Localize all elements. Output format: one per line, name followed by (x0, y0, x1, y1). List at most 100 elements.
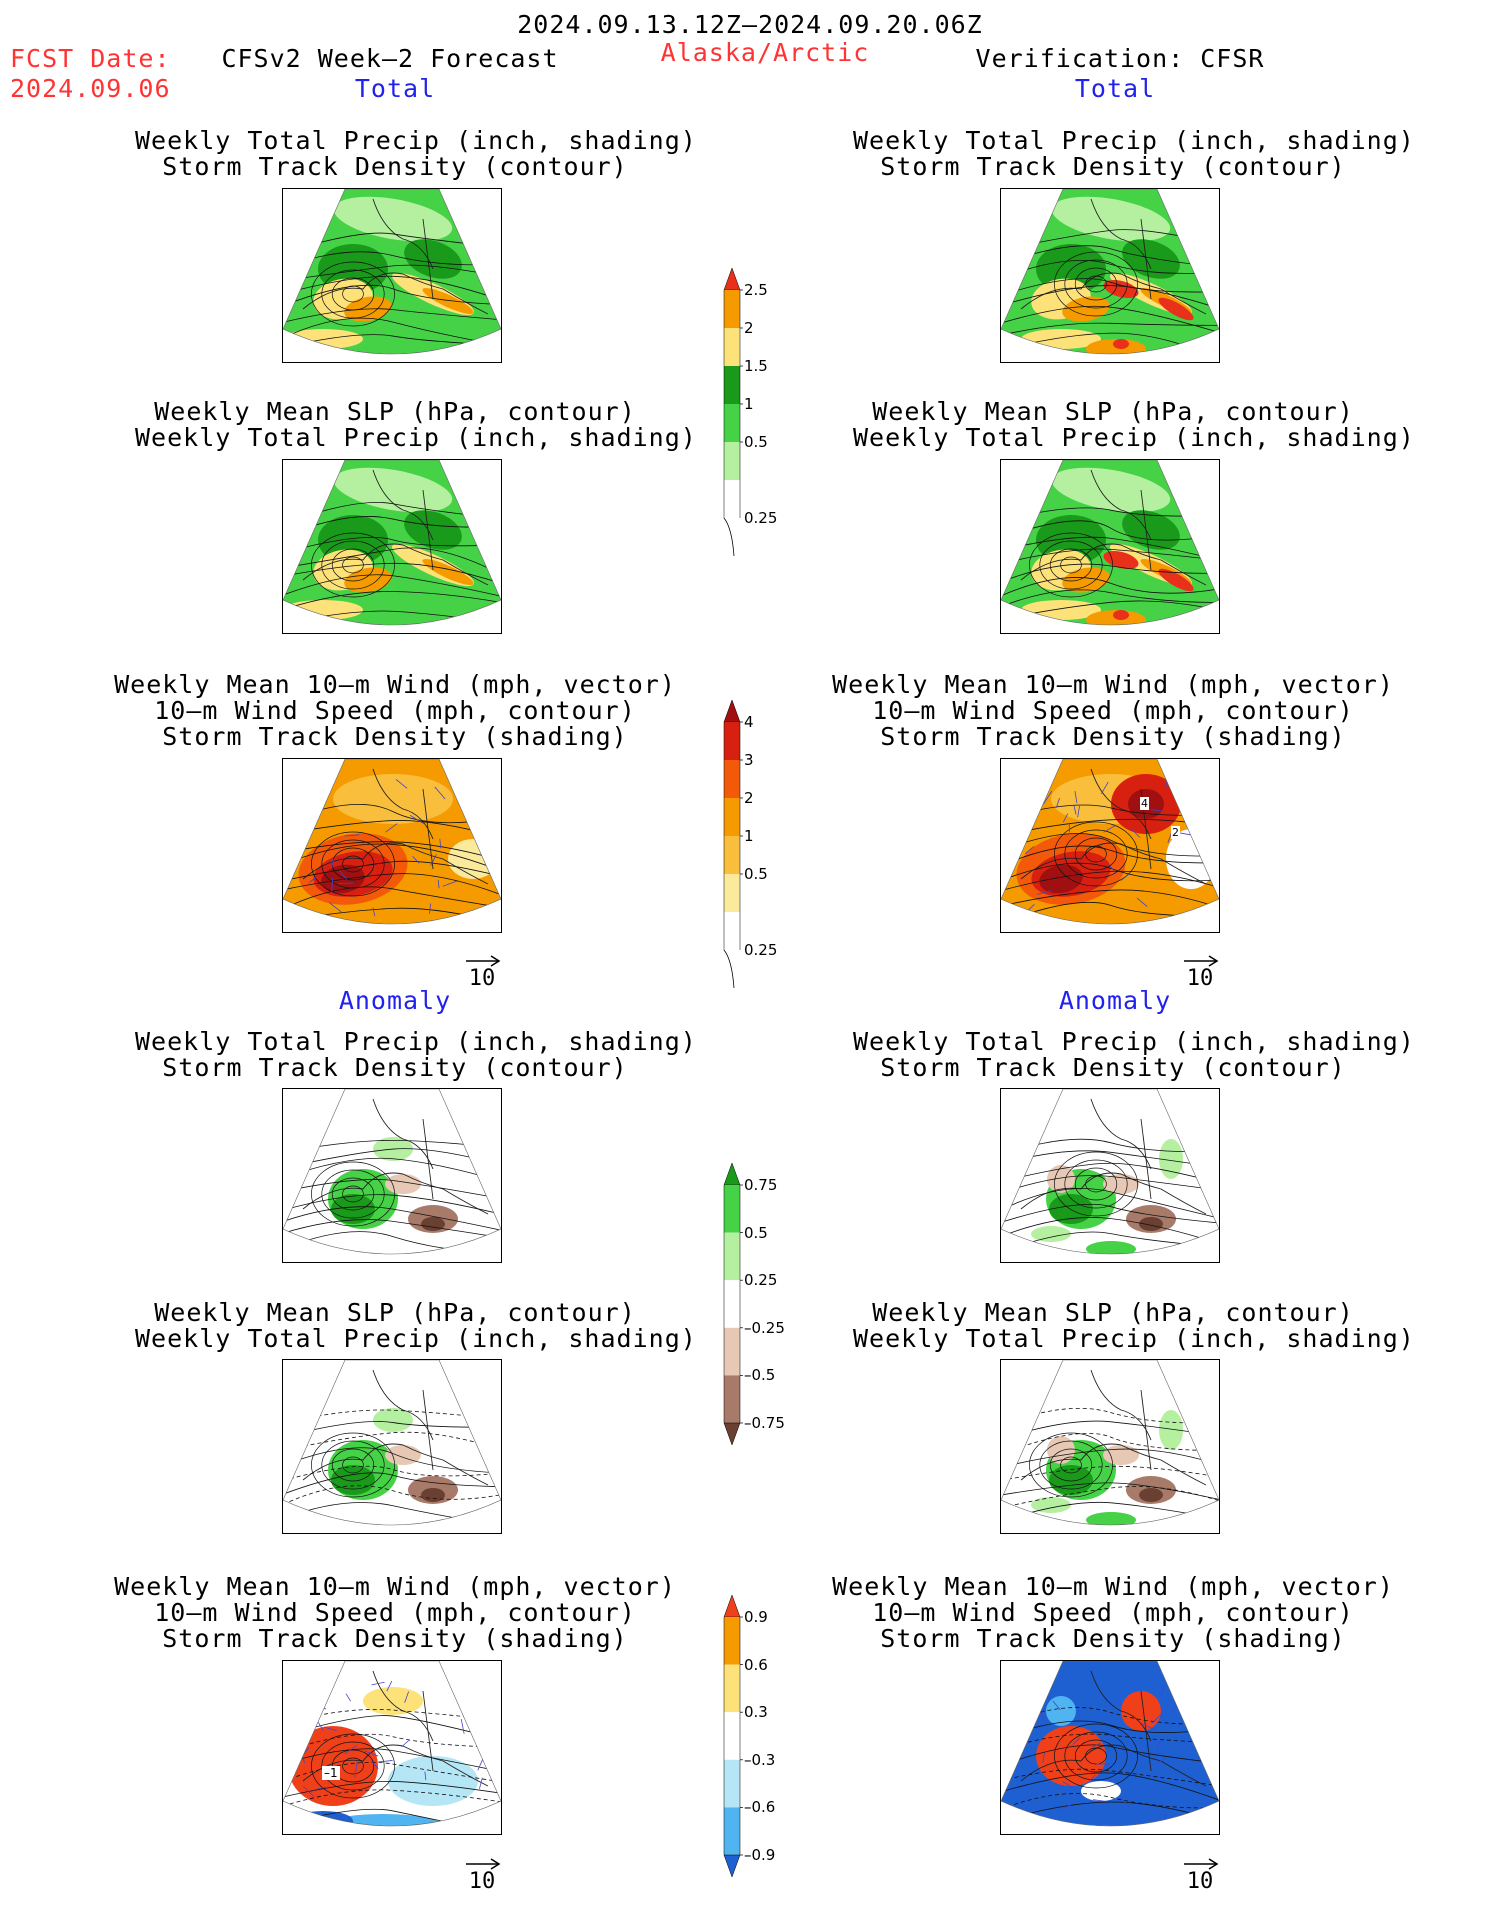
contour-ring (1064, 829, 1128, 879)
wind-vector (308, 876, 317, 883)
contour-ring (342, 855, 364, 873)
colorbar-tick-label: 1 (744, 827, 754, 845)
wind-vector (1052, 1700, 1061, 1711)
wind-vector (1077, 805, 1080, 818)
border-line (1140, 1389, 1152, 1471)
map-sector (283, 1360, 501, 1525)
wind-vector (372, 907, 376, 917)
contour-line (283, 536, 501, 554)
verification-title: Verification: CFSR (975, 44, 1265, 73)
wind-vector (439, 838, 442, 849)
contour-line (1001, 507, 1219, 521)
shaded-region (1031, 1226, 1071, 1242)
contour-ring (1085, 1175, 1107, 1193)
contour-line (283, 547, 501, 575)
shaded-region (404, 510, 462, 550)
wind-vector (481, 799, 486, 814)
sector-outline (1001, 1661, 1219, 1827)
sector-outline (1001, 460, 1219, 626)
wind-vector (395, 779, 408, 789)
wind-vector (1092, 1799, 1106, 1802)
contour-line (283, 843, 501, 872)
shaded-region (1081, 1781, 1121, 1801)
colorbar-swatch (724, 404, 740, 442)
contour-ring (1054, 1151, 1138, 1217)
contour-line (1001, 889, 1219, 908)
vector-ref-label: 10 (1186, 1869, 1214, 1894)
coastline (1020, 1098, 1207, 1215)
colorbar-swatch (724, 366, 740, 404)
map-cfsv2-slp-precip-total (282, 459, 502, 634)
colorbar-precip-anomaly: 0.75 0.5 0.25 –0.25 –0.5 –0.75 (716, 1162, 806, 1446)
contour-line (1001, 804, 1219, 820)
contour-line (283, 820, 501, 838)
shaded-region (421, 1217, 445, 1231)
contour-line (283, 232, 501, 254)
wind-vector (1089, 1774, 1096, 1782)
border-line (422, 788, 434, 870)
shaded-region (283, 329, 363, 349)
map-cfsr-wind-storm-anomaly (1000, 1660, 1220, 1835)
wind-vector (1061, 1804, 1072, 1811)
contour-line (283, 1421, 501, 1438)
vector-ref-arrow-icon (466, 955, 501, 967)
contour-line (1001, 818, 1219, 837)
shaded-region (1086, 1241, 1136, 1254)
contour-line (1001, 285, 1219, 309)
contour-line (283, 1715, 501, 1740)
vector-ref-arrow-icon (1184, 1858, 1219, 1870)
coastline (302, 1098, 489, 1215)
shaded-region (385, 1445, 421, 1465)
title-l6-a: Weekly Mean 10–m Wind (mph, vector) (114, 1572, 676, 1601)
contour-line (1001, 1188, 1219, 1219)
wind-vector (401, 1739, 410, 1748)
title-r6-a: Weekly Mean 10–m Wind (mph, vector) (832, 1572, 1394, 1601)
contour-line (283, 308, 501, 323)
colorbar-swatch (724, 722, 740, 760)
section-total-left: Total (354, 74, 436, 103)
title-l1-b: Storm Track Density (contour) (162, 152, 628, 181)
title-l3-a: Weekly Mean 10–m Wind (mph, vector) (114, 670, 676, 699)
contour-line (1001, 1486, 1219, 1509)
wind-vector (1151, 1714, 1162, 1724)
date-range: 2024.09.13.12Z–2024.09.20.06Z (517, 10, 983, 39)
contour-line (1001, 1772, 1219, 1801)
sector-outline (1001, 1089, 1219, 1255)
wind-vector (1024, 846, 1035, 854)
wind-vector (1041, 1711, 1044, 1721)
map-svg (283, 189, 501, 355)
contour-ring (1029, 1432, 1113, 1498)
contour-line (1001, 278, 1219, 296)
wind-vector (322, 778, 333, 781)
contour-ring (321, 269, 385, 319)
contour-ring (1074, 837, 1118, 871)
contour-line (1001, 833, 1219, 857)
shaded-region (1159, 1139, 1183, 1179)
colorbar-swatch (723, 699, 741, 723)
contour-line (283, 1465, 501, 1482)
wind-vector (412, 856, 420, 864)
wind-vector (437, 879, 440, 889)
wind-vector (1103, 825, 1116, 833)
section-anomaly-left: Anomaly (338, 986, 452, 1015)
colorbar-tick-label: 4 (744, 713, 754, 731)
colorbar-tick-label: 2 (744, 319, 754, 337)
contour-line (1001, 305, 1219, 333)
wind-vector (1120, 873, 1130, 881)
contour-ring (1039, 1440, 1103, 1490)
shaded-region (323, 1814, 443, 1826)
title-l2-a: Weekly Mean SLP (hPa, contour) (154, 397, 636, 426)
colorbar-tick-label: 0.25 (744, 1271, 778, 1290)
title-r1-b: Storm Track Density (contour) (880, 152, 1346, 181)
colorbar-swatch (723, 267, 741, 291)
colorbar-tick-label: 2.5 (744, 281, 768, 299)
wind-vector (1192, 1724, 1206, 1736)
colorbar-storm-total: 4 3 2 1 0.5 0.25 (716, 699, 806, 990)
wind-vector (1092, 1742, 1102, 1748)
title-r2-a: Weekly Mean SLP (hPa, contour) (872, 397, 1354, 426)
title-r3-b: 10–m Wind Speed (mph, contour) (872, 696, 1354, 725)
contour-ring (311, 1432, 395, 1498)
colorbar-tick-label: 0.9 (744, 1608, 768, 1626)
contour-ring (1054, 251, 1138, 317)
contour-line (1001, 548, 1219, 564)
